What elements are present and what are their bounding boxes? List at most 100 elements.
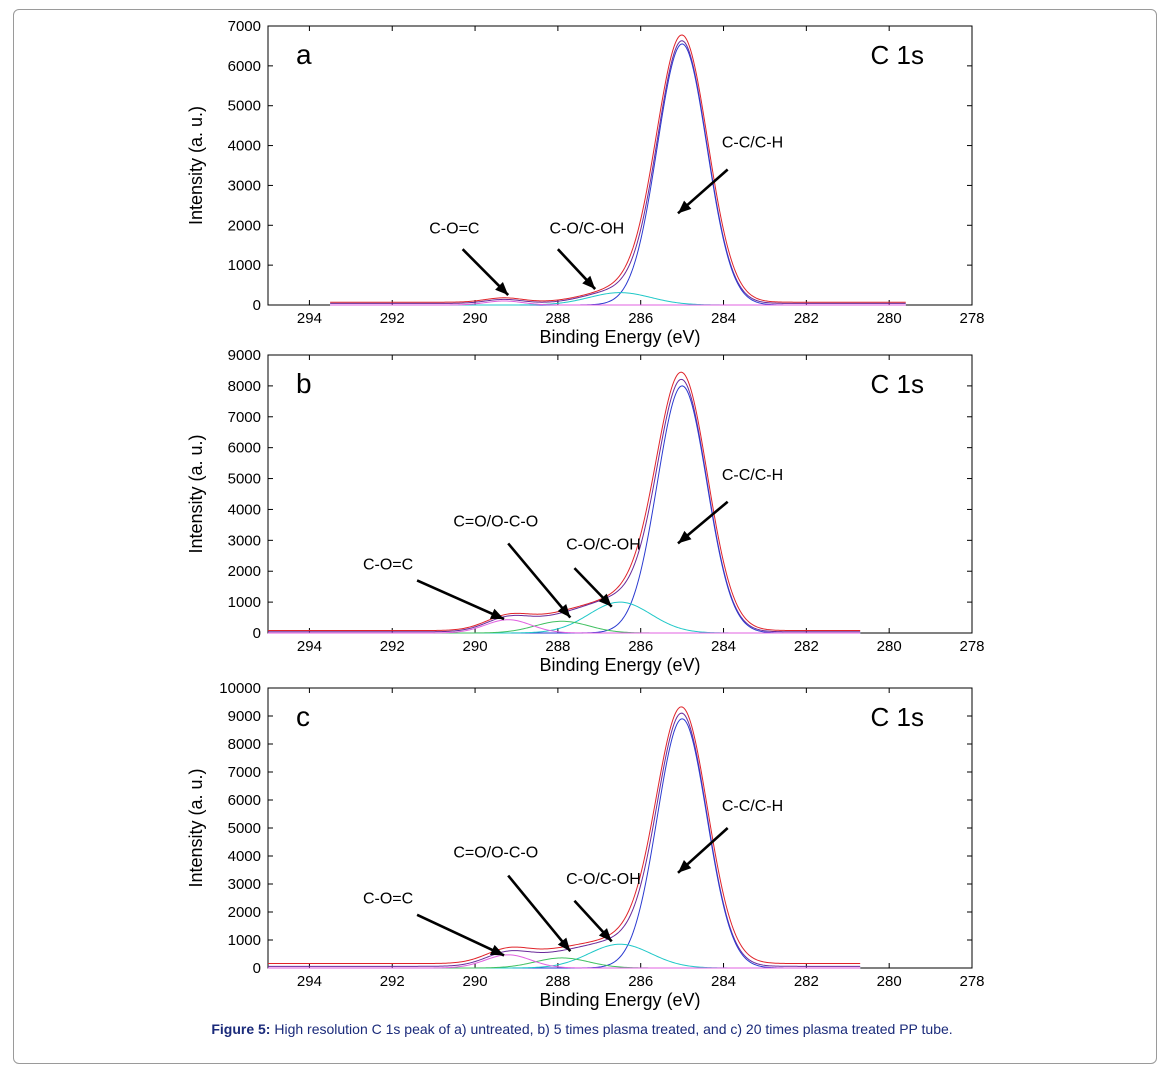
peak-annotation-label: C-O/C-OH [566, 537, 641, 554]
series-line-c-o-c [268, 619, 861, 634]
x-tick-label: 280 [877, 310, 902, 327]
panel-title: C 1s [871, 40, 924, 70]
x-tick-label: 286 [628, 310, 653, 327]
y-tick-label: 10000 [219, 680, 261, 697]
panel-letter: c [296, 701, 310, 732]
x-tick-label: 290 [463, 310, 488, 327]
annotation-arrow-shaft [507, 874, 572, 953]
x-tick-label: 278 [959, 638, 984, 655]
plot-area-frame [267, 25, 973, 306]
x-tick-label: 294 [297, 973, 322, 990]
y-tick-label: 0 [253, 960, 261, 977]
y-tick-label: 3000 [228, 532, 261, 549]
x-axis-title: Binding Energy (eV) [539, 655, 700, 675]
series-line-fit-sum [268, 378, 861, 633]
annotation-arrow-head [557, 604, 571, 618]
y-tick-label: 6000 [228, 440, 261, 457]
peak-annotation-label: C-O/C-OH [550, 220, 625, 237]
panel-letter: b [296, 368, 312, 399]
annotation-arrow-head [557, 937, 571, 952]
y-tick-label: 7000 [228, 409, 261, 426]
y-axis-title: Intensity (a. u.) [186, 434, 206, 553]
y-tick-label: 9000 [228, 347, 261, 364]
annotation-arrow-head [677, 860, 692, 873]
x-tick-label: 284 [711, 310, 736, 327]
panel-b-chart: 294 292 290 288 286 284 282 280 278 0 1000 2000 3000… [186, 347, 985, 675]
x-tick-label: 290 [463, 973, 488, 990]
y-tick-label: 0 [253, 297, 261, 314]
y-tick-label: 5000 [228, 471, 261, 488]
figure-caption: Figure 5: High resolution C 1s peak of a… [0, 1021, 1164, 1037]
x-tick-label: 294 [297, 638, 322, 655]
peak-annotation-label: C-O=C [363, 891, 413, 908]
y-tick-label: 8000 [228, 378, 261, 395]
peak-annotation-label: C-O/C-OH [566, 871, 641, 888]
annotation-arrow-head [598, 593, 612, 607]
y-tick-label: 0 [253, 625, 261, 642]
series-line-cc-ch [268, 385, 861, 634]
x-tick-label: 288 [545, 310, 570, 327]
y-tick-label: 1000 [228, 594, 261, 611]
x-tick-label: 284 [711, 973, 736, 990]
x-tick-label: 286 [628, 638, 653, 655]
y-tick-label: 7000 [228, 18, 261, 35]
series-line-fit-sum [330, 40, 906, 304]
y-tick-label: 3000 [228, 177, 261, 194]
annotation-arrow-head [677, 530, 692, 544]
x-tick-label: 278 [959, 973, 984, 990]
series-line-cc-ch [330, 43, 906, 306]
plot-area-frame [267, 354, 973, 634]
y-tick-label: 2000 [228, 904, 261, 921]
peak-annotation-label: C=O/O-C-O [453, 844, 538, 861]
panel-a-chart: 294 292 290 288 286 284 282 280 278 0 1000 2000 3000… [186, 18, 985, 347]
x-tick-label: 294 [297, 310, 322, 327]
figure-frame [13, 9, 1157, 1064]
peak-annotation-label: C-C/C-H [722, 798, 783, 815]
series-line-envelope [268, 371, 861, 632]
peak-annotation-label: C=O/O-C-O [453, 513, 538, 530]
x-tick-label: 292 [380, 638, 405, 655]
x-tick-label: 286 [628, 973, 653, 990]
annotation-arrow-shaft [416, 579, 505, 621]
annotation-arrow-shaft [507, 542, 572, 619]
x-tick-label: 288 [545, 973, 570, 990]
x-tick-label: 284 [711, 638, 736, 655]
series-line-c-o-c [268, 954, 861, 969]
y-tick-label: 3000 [228, 876, 261, 893]
panel-c-chart: 294 292 290 288 286 284 282 280 278 0 1000 2000 3000… [186, 680, 985, 1010]
y-tick-label: 5000 [228, 98, 261, 115]
y-tick-label: 1000 [228, 257, 261, 274]
series-line-cc-ch [268, 718, 861, 969]
y-tick-label: 2000 [228, 217, 261, 234]
peak-annotation-label: C-O=C [363, 557, 413, 574]
panel-letter: a [296, 39, 312, 70]
y-tick-label: 6000 [228, 792, 261, 809]
x-tick-label: 292 [380, 310, 405, 327]
caption-text: High resolution C 1s peak of a) untreate… [274, 1021, 953, 1037]
y-tick-label: 1000 [228, 932, 261, 949]
y-tick-label: 5000 [228, 820, 261, 837]
y-tick-label: 4000 [228, 501, 261, 518]
annotation-arrow-head [677, 200, 692, 214]
y-tick-label: 9000 [228, 708, 261, 725]
x-tick-label: 278 [959, 310, 984, 327]
y-axis-title: Intensity (a. u.) [186, 768, 206, 887]
y-tick-label: 4000 [228, 848, 261, 865]
x-tick-label: 292 [380, 973, 405, 990]
x-tick-label: 288 [545, 638, 570, 655]
series-line-fit-sum [268, 712, 861, 967]
x-tick-label: 290 [463, 638, 488, 655]
y-tick-label: 2000 [228, 563, 261, 580]
panel-title: C 1s [871, 702, 924, 732]
annotation-arrow-head [582, 275, 596, 290]
x-tick-label: 282 [794, 973, 819, 990]
y-tick-label: 6000 [228, 58, 261, 75]
x-axis-title: Binding Energy (eV) [539, 990, 700, 1010]
y-tick-label: 7000 [228, 764, 261, 781]
annotation-arrow-head [489, 608, 505, 620]
peak-annotation-label: C-C/C-H [722, 467, 783, 484]
y-axis-title: Intensity (a. u.) [186, 106, 206, 225]
peak-annotation-label: C-O=C [429, 220, 479, 237]
series-line-c-o-c [330, 300, 906, 306]
y-tick-label: 4000 [228, 138, 261, 155]
